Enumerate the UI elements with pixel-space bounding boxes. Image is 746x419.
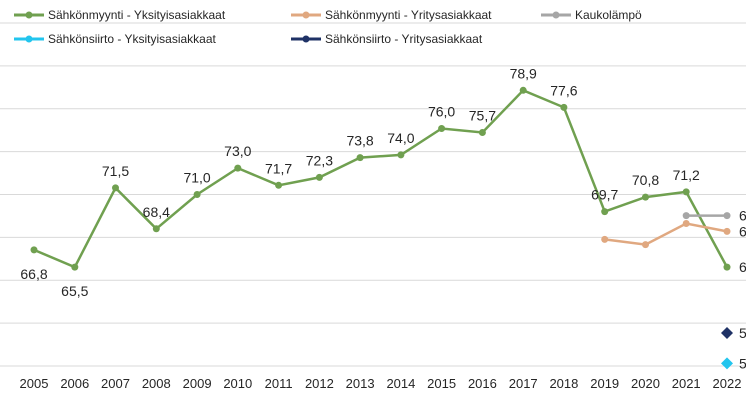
data-point xyxy=(642,241,649,249)
data-label: 66,8 xyxy=(20,266,47,282)
grid-lines xyxy=(0,22,746,367)
x-tick-label: 2005 xyxy=(20,376,49,391)
x-tick-label: 2018 xyxy=(549,376,578,391)
data-label: 76,0 xyxy=(428,104,455,120)
legend: Sähkönmyynti - Yksityisasiakkaat Sähkönmy… xyxy=(14,8,642,46)
data-point xyxy=(438,125,446,132)
x-tick-label: 2012 xyxy=(305,376,334,391)
series-0: 66,8 65,5 71,5 68,4 71,0 73,0 71,7 72,3 73,8 74,0… xyxy=(20,65,746,299)
x-tick-label: 2020 xyxy=(631,376,660,391)
data-point xyxy=(71,263,79,271)
legend-label: Sähkönmyynti - Yritysasiakkaat xyxy=(325,8,492,22)
x-tick-label: 2009 xyxy=(183,376,212,391)
legend-marker xyxy=(25,11,33,19)
series-4: 5 xyxy=(721,325,746,341)
x-tick-label: 2015 xyxy=(427,376,456,391)
data-label: 73,0 xyxy=(224,143,251,159)
data-label: 65,5 xyxy=(61,283,88,299)
data-point xyxy=(519,86,527,94)
data-point xyxy=(30,246,38,254)
data-label: 5 xyxy=(739,325,746,341)
data-label: 69,7 xyxy=(591,187,618,203)
legend-label: Sähkönmyynti - Yksityisasiakkaat xyxy=(48,8,226,22)
data-label: 74,0 xyxy=(387,130,414,146)
legend-label: Sähkönsiirto - Yksityisasiakkaat xyxy=(48,32,217,46)
legend-marker xyxy=(25,35,33,43)
data-label: 6 xyxy=(739,223,746,239)
x-tick-label: 2006 xyxy=(60,376,89,391)
data-label: 70,8 xyxy=(632,172,659,188)
data-label: 6 xyxy=(739,208,746,224)
data-point xyxy=(642,193,649,201)
data-point xyxy=(601,208,609,216)
x-tick-label: 2010 xyxy=(223,376,252,391)
data-label: 71,0 xyxy=(183,170,210,186)
series-1: 6 xyxy=(601,220,746,249)
x-tick-label: 2019 xyxy=(590,376,619,391)
series-2: 6 xyxy=(682,208,746,224)
x-tick-label: 2014 xyxy=(386,376,415,391)
legend-entry: Sähkönmyynti - Yksityisasiakkaat xyxy=(14,8,226,22)
legend-label: Kaukolämpö xyxy=(575,8,642,22)
legend-entry: Sähkönmyynti - Yritysasiakkaat xyxy=(291,8,492,22)
data-label: 6 xyxy=(739,259,746,275)
legend-entry: Kaukolämpö xyxy=(541,8,642,22)
data-point xyxy=(275,181,283,189)
x-tick-label: 2016 xyxy=(468,376,497,391)
x-tick-label: 2021 xyxy=(672,376,701,391)
data-point xyxy=(560,103,568,111)
x-tick-label: 2017 xyxy=(509,376,538,391)
data-point xyxy=(723,227,731,235)
data-point xyxy=(234,164,242,172)
data-point xyxy=(152,225,160,233)
data-point xyxy=(721,327,733,340)
data-point xyxy=(682,220,690,227)
data-point xyxy=(723,263,731,271)
series-3: 5 xyxy=(721,355,746,371)
legend-entry: Sähkönsiirto - Yritysasiakkaat xyxy=(291,32,483,46)
legend-marker xyxy=(302,11,310,19)
data-point xyxy=(601,235,609,243)
data-point xyxy=(721,357,733,370)
legend-marker xyxy=(552,11,560,19)
x-tick-label: 2022 xyxy=(713,376,742,391)
data-point xyxy=(315,173,323,181)
data-point xyxy=(193,191,201,198)
legend-label: Sähkönsiirto - Yritysasiakkaat xyxy=(325,32,483,46)
x-tick-label: 2013 xyxy=(346,376,375,391)
data-point xyxy=(723,212,731,220)
series-line xyxy=(604,222,728,246)
legend-entry: Sähkönsiirto - Yksityisasiakkaat xyxy=(14,32,217,46)
x-tick-label: 2007 xyxy=(101,376,130,391)
data-label: 5 xyxy=(739,355,746,371)
data-label: 71,2 xyxy=(673,167,700,183)
data-point xyxy=(682,212,690,220)
series-group: 66,8 65,5 71,5 68,4 71,0 73,0 71,7 72,3 73,8 74,0… xyxy=(20,65,746,371)
legend-marker xyxy=(302,35,310,43)
data-label: 73,8 xyxy=(346,133,373,149)
data-label: 75,7 xyxy=(469,108,496,124)
data-point xyxy=(356,154,364,162)
data-label: 68,4 xyxy=(143,204,170,220)
data-label: 78,9 xyxy=(510,65,537,81)
x-tick-label: 2008 xyxy=(142,376,171,391)
data-point xyxy=(112,184,119,192)
data-point xyxy=(682,188,690,196)
data-label: 77,6 xyxy=(550,82,577,98)
data-label: 71,7 xyxy=(265,160,292,176)
data-point xyxy=(478,129,486,136)
x-tick-label: 2011 xyxy=(265,376,293,391)
data-label: 71,5 xyxy=(102,163,129,179)
x-axis-ticks: 2005 2006 2007 2008 2009 2010 2011 2012 2013 2014… xyxy=(20,376,742,391)
series-line xyxy=(33,88,729,269)
data-label: 72,3 xyxy=(306,152,333,168)
data-point xyxy=(397,151,405,159)
